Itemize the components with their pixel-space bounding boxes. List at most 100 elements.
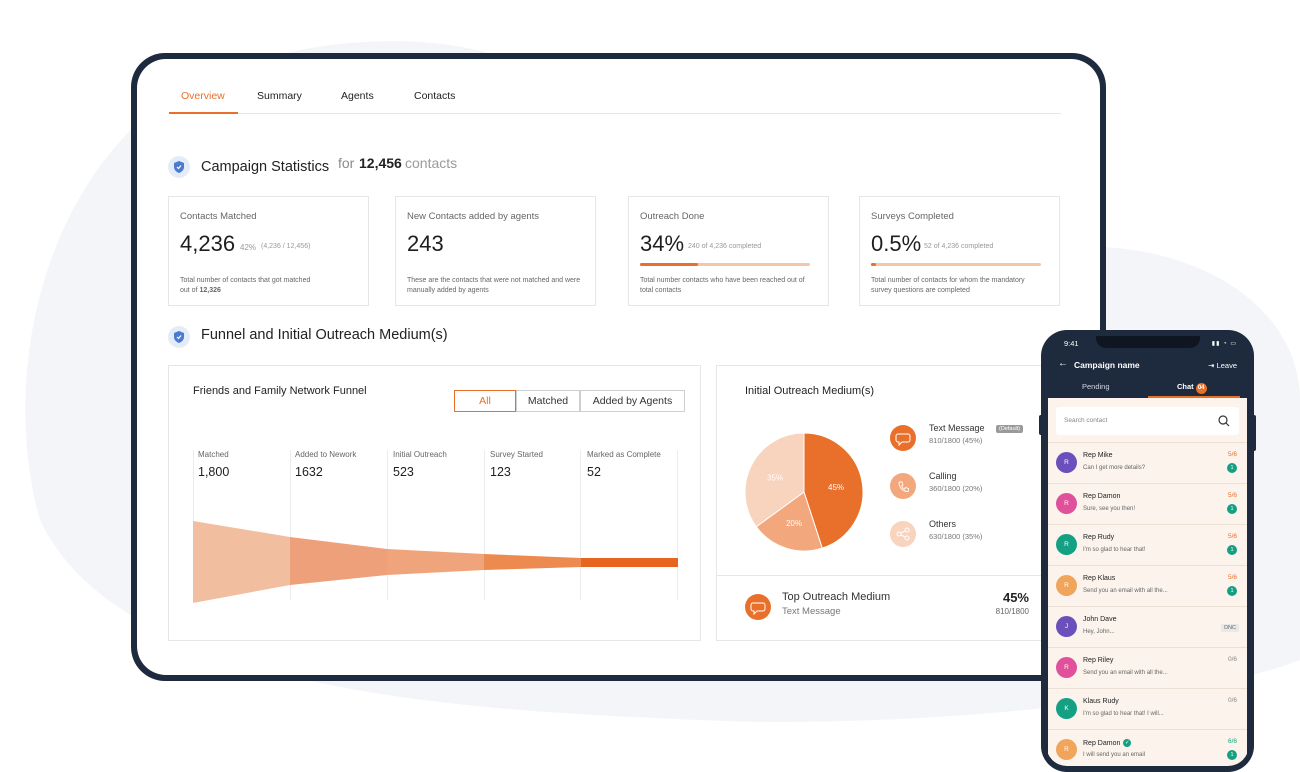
phone-frame: 9:41 ▮▮ ◔ ▭ ← Campaign name ⇥ Leave Pend… xyxy=(1041,330,1254,772)
stat-label: Outreach Done xyxy=(640,211,705,222)
search-placeholder: Search contact xyxy=(1064,417,1108,424)
survey-progress-count: 0/6 xyxy=(1227,697,1237,704)
exit-icon: ⇥ xyxy=(1208,361,1215,370)
tab-summary[interactable]: Summary xyxy=(257,90,302,102)
stat-card-new-contacts: New Contacts added by agents 243 These a… xyxy=(395,196,596,306)
phone-notch xyxy=(1096,336,1200,348)
contact-name: Rep Damon xyxy=(1083,493,1120,500)
status-time: 9:41 xyxy=(1064,339,1079,348)
contact-list-item[interactable]: K Klaus Rudy I'm so glad to hear that! I w… xyxy=(1048,688,1247,729)
contact-name-text: Rep Mike xyxy=(1083,452,1113,459)
total-contacts-count: 12,456 xyxy=(359,155,402,171)
survey-progress-count: 5/6 xyxy=(1227,574,1237,581)
stage-label: Marked as Complete xyxy=(587,450,661,459)
contact-last-message: I'm so glad to hear that! I will... xyxy=(1083,711,1164,717)
contact-name: Rep Damon ✓ xyxy=(1083,739,1132,747)
contact-name: Klaus Rudy xyxy=(1083,698,1119,705)
status-icons: ▮▮ ◔ ▭ xyxy=(1211,341,1237,347)
contact-list-item[interactable]: R Rep Mike Can I get more details? 5/6 1 xyxy=(1048,442,1247,483)
stat-description: Total number of contacts for whom the ma… xyxy=(871,277,1025,294)
search-icon[interactable] xyxy=(1218,415,1230,427)
contact-name: Rep Mike xyxy=(1083,452,1113,459)
filter-matched-button[interactable]: Matched xyxy=(516,390,580,412)
stage-label: Added to Nework xyxy=(295,450,357,459)
stage-label: Matched xyxy=(198,450,229,459)
contact-last-message: Hey, John... xyxy=(1083,629,1115,635)
pie-slice-others xyxy=(744,432,805,528)
contact-list-item[interactable]: J John Dave Hey, John... DNC xyxy=(1048,606,1247,647)
contact-list-item[interactable]: R Rep Damon ✓ I will send you an email 6/6 1 xyxy=(1048,729,1247,766)
stage-label: Initial Outreach xyxy=(393,450,447,459)
progress-fill xyxy=(640,263,698,266)
stat-card-contacts-matched: Contacts Matched 4,236 42% (4,236 / 12,4… xyxy=(168,196,369,306)
contact-last-message: Send you an email with all the... xyxy=(1083,670,1168,676)
funnel-section-title: Funnel and Initial Outreach Medium(s) xyxy=(201,327,448,343)
pie-slice-text-message xyxy=(803,432,864,549)
contact-name-text: Rep Damon xyxy=(1083,739,1121,747)
stat-percent: 42% xyxy=(240,243,257,252)
contact-name-text: Klaus Rudy xyxy=(1083,698,1119,705)
stage-value: 1,800 xyxy=(198,465,230,479)
tab-pending[interactable]: Pending xyxy=(1082,382,1110,391)
pie-label: 45% xyxy=(828,483,844,492)
funnel-title: Friends and Family Network Funnel xyxy=(193,385,367,397)
stage-value: 52 xyxy=(587,465,601,479)
contact-list: Search contact R Rep Mike Can I get more d… xyxy=(1048,398,1247,766)
contact-name: Rep Rudy xyxy=(1083,534,1114,541)
leave-button[interactable]: ⇥ Leave xyxy=(1208,361,1237,370)
search-contact-input[interactable]: Search contact xyxy=(1056,407,1239,435)
survey-progress-count: 6/6 xyxy=(1227,738,1237,745)
avatar: R xyxy=(1056,534,1077,555)
contact-last-message: Sure, see you then! xyxy=(1083,506,1136,512)
contact-list-item[interactable]: R Rep Riley Send you an email with all the… xyxy=(1048,647,1247,688)
top-medium-name: Text Message xyxy=(782,606,841,617)
stat-card-outreach-done: Outreach Done 34% 240 of 4,236 completed… xyxy=(628,196,829,306)
active-tab-indicator xyxy=(1148,396,1240,398)
legend-calling-detail: 360/1800 (20%) xyxy=(929,484,983,493)
stat-description: Total number of contacts that got matche… xyxy=(180,277,311,294)
funnel-stage-marked-complete: Marked as Complete 52 xyxy=(587,450,661,479)
funnel-divider xyxy=(580,450,581,600)
tab-chat[interactable]: Chat 04 xyxy=(1177,382,1207,394)
panel-divider xyxy=(717,575,1099,576)
shield-icon xyxy=(168,326,190,348)
unread-badge: 1 xyxy=(1227,545,1237,555)
tab-contacts[interactable]: Contacts xyxy=(414,90,456,102)
filter-added-by-agents-button[interactable]: Added by Agents xyxy=(580,390,685,412)
funnel-segment-marked-complete xyxy=(581,558,678,567)
contact-last-message: Send you an email with all the... xyxy=(1083,588,1168,594)
filter-all-button[interactable]: All xyxy=(454,390,516,412)
contact-name-text: Rep Riley xyxy=(1083,657,1114,664)
stage-value: 123 xyxy=(490,465,511,479)
contact-list-item[interactable]: R Rep Klaus Send you an email with all the… xyxy=(1048,565,1247,606)
funnel-divider xyxy=(484,450,485,600)
survey-progress-count: 5/6 xyxy=(1227,451,1237,458)
avatar: R xyxy=(1056,657,1077,678)
avatar: R xyxy=(1056,452,1077,473)
stat-subtext: (4,236 / 12,456) xyxy=(261,243,311,250)
top-medium-percent: 45% xyxy=(1002,590,1029,605)
funnel-divider xyxy=(677,450,678,600)
back-arrow-icon[interactable]: ← xyxy=(1058,358,1068,369)
stat-value: 0.5% xyxy=(871,231,922,256)
phone-button xyxy=(1252,415,1256,451)
survey-progress-count: 5/6 xyxy=(1227,533,1237,540)
avatar: R xyxy=(1056,493,1077,514)
outreach-title: Initial Outreach Medium(s) xyxy=(745,385,874,397)
legend-others: Others xyxy=(929,519,957,529)
contact-list-item[interactable]: R Rep Damon Sure, see you then! 5/6 1 xyxy=(1048,483,1247,524)
contact-list-item[interactable]: R Rep Rudy I'm so glad to hear that! 5/6 1 xyxy=(1048,524,1247,565)
tablet-frame: Overview Summary Agents Contacts Campaig… xyxy=(131,53,1106,681)
tab-overview[interactable]: Overview xyxy=(181,90,225,102)
funnel-shape xyxy=(193,521,678,603)
funnel-segment-initial-outreach xyxy=(387,549,484,575)
survey-progress-count: 0/6 xyxy=(1227,656,1237,663)
top-medium-ratio: 810/1800 xyxy=(995,607,1029,616)
contact-last-message: Can I get more details? xyxy=(1083,465,1146,471)
tab-agents[interactable]: Agents xyxy=(341,90,374,102)
leave-label: Leave xyxy=(1216,361,1237,370)
avatar: R xyxy=(1056,575,1077,596)
stat-card-surveys-completed: Surveys Completed 0.5% 52 of 4,236 compl… xyxy=(859,196,1060,306)
contact-name-text: John Dave xyxy=(1083,616,1117,623)
funnel-segment-survey-started xyxy=(484,554,581,570)
